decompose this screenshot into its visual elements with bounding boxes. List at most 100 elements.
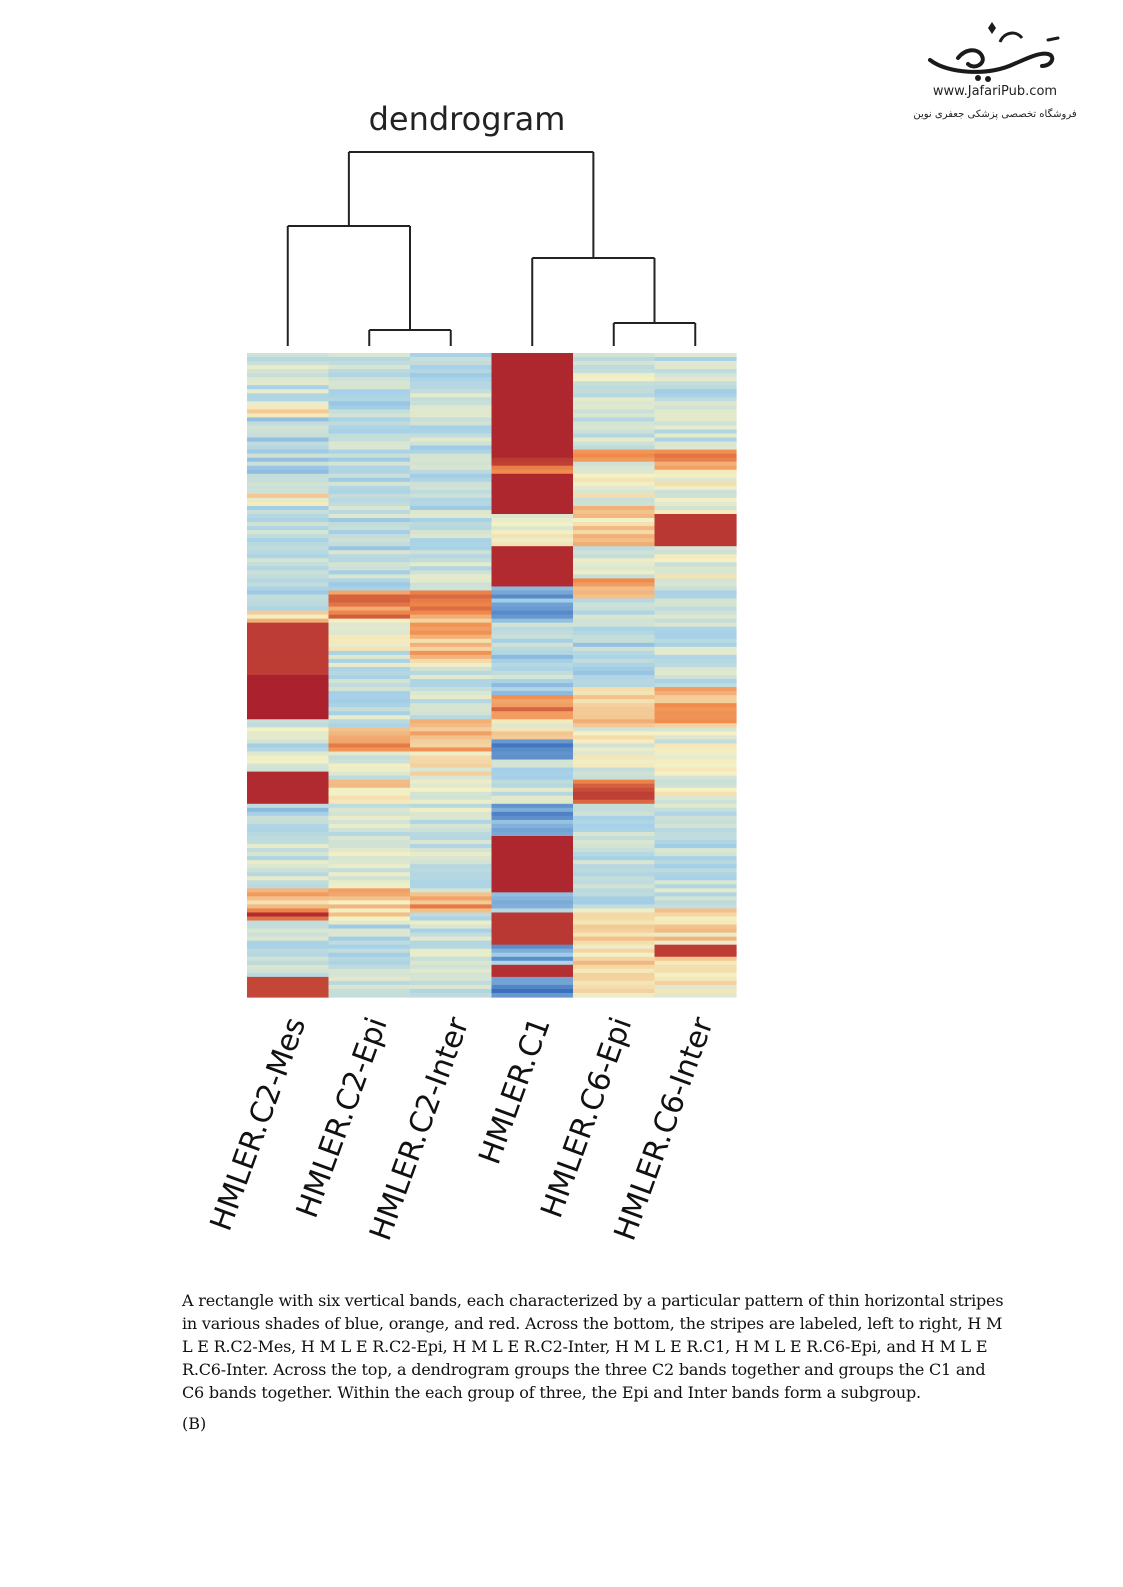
heatmap-cell (410, 807, 493, 813)
heatmap-cell (654, 602, 737, 608)
heatmap-cell (654, 353, 737, 358)
heatmap-cell (573, 646, 656, 652)
heatmap-cell (247, 658, 330, 664)
heatmap-cell (491, 723, 574, 728)
dendrogram-tree (286, 151, 697, 346)
heatmap-cell (573, 485, 656, 491)
heatmap-cell (573, 558, 656, 563)
heatmap-cell (247, 501, 330, 507)
heatmap-cell (247, 779, 330, 785)
heatmap-cell (573, 912, 656, 918)
heatmap-cell (573, 594, 656, 600)
heatmap-cell (491, 425, 574, 431)
heatmap-cell (410, 695, 493, 700)
heatmap-cell (491, 755, 574, 761)
heatmap-cell (573, 759, 656, 765)
heatmap-cell (328, 606, 411, 612)
heatmap-cell (247, 598, 330, 604)
heatmap-cell (573, 900, 656, 906)
heatmap-cell (654, 417, 737, 423)
heatmap-cell (654, 815, 737, 821)
heatmap-cell (491, 735, 574, 741)
heatmap-cell (247, 353, 330, 358)
heatmap-cell (573, 457, 656, 463)
heatmap-cell (491, 739, 574, 745)
heatmap-cell (410, 614, 493, 620)
heatmap-cell (573, 783, 656, 789)
heatmap-cell (491, 888, 574, 893)
heatmap-cell (573, 618, 656, 624)
heatmap-cell (328, 860, 411, 865)
heatmap-cell (328, 751, 411, 757)
heatmap-cell (654, 654, 737, 660)
heatmap-cell (247, 980, 330, 986)
heatmap-cell (654, 912, 737, 918)
heatmap-cell (410, 638, 493, 644)
heatmap-cell (247, 691, 330, 696)
heatmap-cell (328, 469, 411, 475)
heatmap-cell (654, 505, 737, 511)
heatmap-cell (247, 791, 330, 797)
heatmap-cell (573, 920, 656, 926)
heatmap-cell (573, 453, 656, 459)
heatmap-cell (410, 353, 493, 358)
heatmap-cell (573, 461, 656, 467)
heatmap-cell (247, 868, 330, 873)
heatmap-cell (410, 727, 493, 732)
heatmap-cell (247, 389, 330, 394)
heatmap-cell (573, 429, 656, 435)
heatmap-cell (654, 836, 737, 841)
heatmap-cell (573, 932, 656, 938)
heatmap-cell (573, 433, 656, 439)
heatmap-cell (328, 791, 411, 797)
heatmap-cell (654, 493, 737, 499)
heatmap-cell (328, 896, 411, 902)
heatmap-cell (573, 413, 656, 419)
heatmap-cell (573, 497, 656, 503)
heatmap-cell (328, 928, 411, 934)
heatmap-cell (654, 960, 737, 966)
heatmap-cell (328, 864, 411, 869)
heatmap-cell (247, 948, 330, 954)
heatmap-cell (247, 606, 330, 612)
heatmap-cell (328, 739, 411, 745)
heatmap-cell (573, 675, 656, 680)
heatmap-cell (247, 783, 330, 789)
heatmap-cell (491, 992, 574, 998)
heatmap-cell (328, 634, 411, 640)
heatmap-cell (654, 759, 737, 765)
heatmap-cell (328, 658, 411, 664)
heatmap-cell (491, 763, 574, 769)
heatmap-cell (247, 739, 330, 745)
heatmap-cell (410, 489, 493, 495)
heatmap-cell (491, 461, 574, 467)
heatmap-cell (491, 876, 574, 881)
heatmap-cell (654, 735, 737, 741)
heatmap-cell (247, 876, 330, 881)
heatmap-cell (654, 751, 737, 757)
heatmap-cell (491, 469, 574, 475)
heatmap-cell (654, 699, 737, 704)
heatmap-cell (491, 590, 574, 596)
heatmap-cell (491, 932, 574, 938)
heatmap-cell (654, 968, 737, 974)
heatmap-cell (328, 719, 411, 724)
heatmap-cell (328, 872, 411, 877)
heatmap-cell (328, 433, 411, 439)
heatmap-cell (247, 485, 330, 491)
heatmap-cell (573, 642, 656, 648)
heatmap-cell (247, 735, 330, 741)
heatmap-cell (247, 461, 330, 467)
heatmap-cell (573, 840, 656, 845)
heatmap-cell (410, 964, 493, 970)
heatmap-cell (328, 570, 411, 575)
heatmap-cell (654, 880, 737, 885)
heatmap-cell (247, 574, 330, 580)
heatmap-cell (328, 988, 411, 994)
heatmap-cell (247, 920, 330, 926)
heatmap-cell (410, 848, 493, 853)
heatmap-cell (654, 626, 737, 632)
heatmap-cell (410, 453, 493, 459)
heatmap-cell (328, 900, 411, 906)
heatmap-cell (247, 992, 330, 998)
